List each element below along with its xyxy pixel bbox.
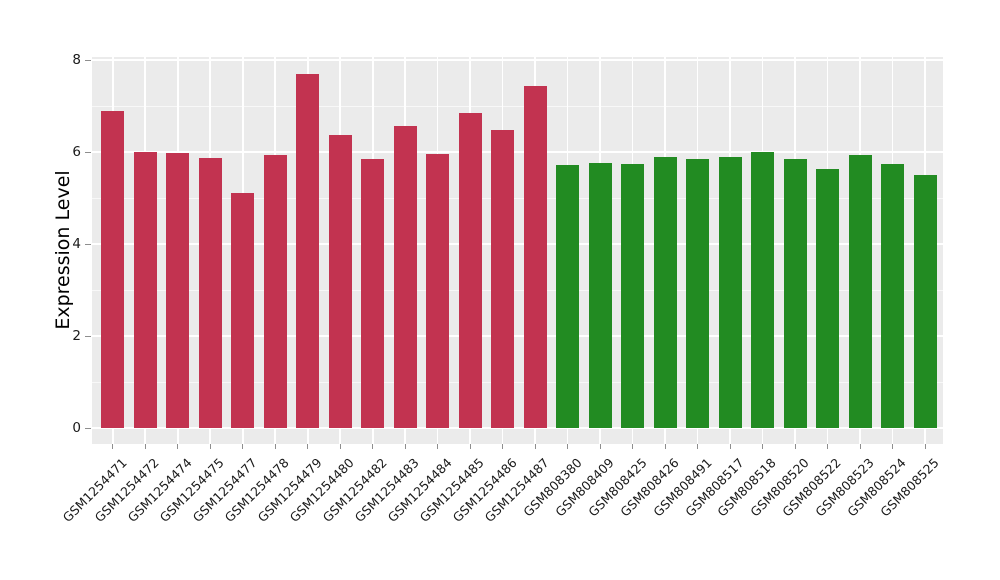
bar-GSM808524 (881, 163, 905, 428)
gridline-horizontal-minor (92, 381, 943, 383)
bar-GSM1254484 (426, 154, 450, 428)
x-tick-mark (177, 444, 179, 449)
x-tick-mark (697, 444, 699, 449)
x-tick-mark (859, 444, 861, 449)
gridline-horizontal-major (92, 59, 943, 61)
gridline-horizontal-major (92, 335, 943, 337)
bar-GSM808517 (718, 157, 742, 428)
bar-GSM1254486 (491, 130, 515, 428)
y-tick-label: 8 (72, 52, 81, 68)
x-tick-mark (469, 444, 471, 449)
bar-GSM1254485 (458, 112, 482, 428)
x-tick-mark (372, 444, 374, 449)
x-tick-mark (892, 444, 894, 449)
x-tick-mark (567, 444, 569, 449)
y-tick-label: 6 (72, 144, 81, 160)
gridline-horizontal-minor (92, 289, 943, 291)
y-tick-label: 2 (72, 328, 81, 344)
bar-GSM1254477 (231, 192, 255, 428)
bar-GSM1254487 (523, 86, 547, 428)
bar-GSM808380 (556, 164, 580, 428)
x-tick-mark (534, 444, 536, 449)
y-tick-mark (85, 335, 91, 337)
bar-GSM808525 (913, 174, 937, 428)
x-tick-mark (664, 444, 666, 449)
bar-GSM808409 (588, 163, 612, 428)
gridline-horizontal-minor (92, 197, 943, 199)
gridline-horizontal-major (92, 427, 943, 429)
x-tick-mark (599, 444, 601, 449)
gridline-horizontal-major (92, 151, 943, 153)
bar-GSM1254483 (393, 126, 417, 428)
gridline-horizontal-minor (92, 105, 943, 107)
x-tick-mark (144, 444, 146, 449)
bar-GSM808523 (848, 154, 872, 428)
x-tick-mark (112, 444, 114, 449)
x-tick-mark (339, 444, 341, 449)
x-tick-mark (502, 444, 504, 449)
x-tick-mark (209, 444, 211, 449)
x-tick-mark (632, 444, 634, 449)
bar-GSM1254480 (328, 134, 352, 428)
x-tick-mark (794, 444, 796, 449)
x-tick-mark (729, 444, 731, 449)
x-tick-mark (827, 444, 829, 449)
bar-GSM808491 (686, 159, 710, 428)
x-tick-mark (307, 444, 309, 449)
y-tick-label: 4 (72, 236, 81, 252)
bar-GSM808522 (816, 168, 840, 428)
bar-GSM1254474 (166, 152, 190, 428)
bar-GSM1254472 (133, 152, 157, 428)
x-tick-mark (242, 444, 244, 449)
y-tick-mark (85, 151, 91, 153)
x-tick-mark (762, 444, 764, 449)
bar-GSM808520 (783, 159, 807, 428)
gridline-horizontal-major (92, 243, 943, 245)
bar-GSM808425 (621, 164, 645, 428)
y-tick-label: 0 (72, 420, 81, 436)
bar-GSM1254482 (361, 158, 385, 428)
bar-GSM1254479 (296, 73, 320, 428)
x-tick-mark (274, 444, 276, 449)
plot-area (92, 57, 943, 444)
bar-GSM1254478 (263, 155, 287, 428)
y-tick-mark (85, 243, 91, 245)
bar-GSM1254471 (101, 110, 125, 428)
x-tick-mark (437, 444, 439, 449)
x-tick-mark (924, 444, 926, 449)
bar-GSM808426 (653, 157, 677, 428)
x-tick-mark (404, 444, 406, 449)
x-tick-label: GSM808525 (855, 452, 941, 519)
y-tick-mark (85, 59, 91, 61)
y-tick-mark (85, 427, 91, 429)
bar-GSM1254475 (198, 158, 222, 428)
bar-GSM808518 (751, 152, 775, 428)
